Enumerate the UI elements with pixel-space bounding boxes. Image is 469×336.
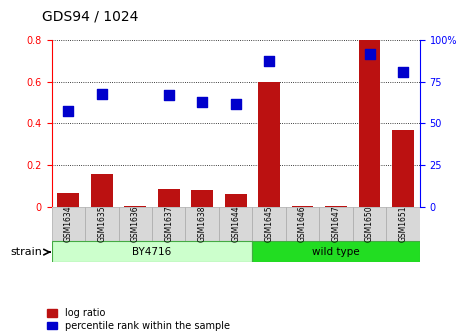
Bar [359, 40, 380, 207]
Bar [258, 82, 280, 207]
Text: GSM1644: GSM1644 [231, 206, 240, 242]
Bar [185, 207, 219, 241]
Bar [225, 194, 247, 207]
Bar [386, 207, 420, 241]
Text: GSM1637: GSM1637 [164, 206, 173, 242]
Bar [252, 207, 286, 241]
Bar [325, 206, 347, 207]
Text: BY4716: BY4716 [132, 247, 172, 257]
Bar [52, 207, 85, 241]
Point [232, 101, 239, 106]
Bar [319, 207, 353, 241]
Text: strain: strain [10, 247, 42, 257]
Text: GSM1646: GSM1646 [298, 206, 307, 242]
Bar [392, 130, 414, 207]
Point [399, 69, 407, 75]
Bar [124, 206, 146, 207]
Bar [158, 189, 180, 207]
Text: GSM1651: GSM1651 [399, 206, 408, 242]
Text: wild type: wild type [312, 247, 360, 257]
Bar [286, 207, 319, 241]
Bar [191, 190, 213, 207]
Bar [85, 207, 119, 241]
Bar [91, 174, 113, 207]
Bar [152, 207, 185, 241]
Point [265, 58, 273, 64]
Point [165, 92, 173, 98]
Text: GSM1650: GSM1650 [365, 206, 374, 242]
Bar [252, 241, 420, 262]
Point [65, 108, 72, 114]
Bar [57, 193, 79, 207]
Bar [292, 206, 313, 207]
Legend: log ratio, percentile rank within the sample: log ratio, percentile rank within the sa… [47, 308, 229, 331]
Point [198, 99, 206, 104]
Text: GSM1634: GSM1634 [64, 206, 73, 242]
Bar [52, 241, 252, 262]
Text: GDS94 / 1024: GDS94 / 1024 [42, 9, 138, 24]
Bar [353, 207, 386, 241]
Point [98, 92, 106, 97]
Text: GSM1647: GSM1647 [332, 206, 340, 242]
Text: GSM1635: GSM1635 [97, 206, 106, 242]
Bar [219, 207, 252, 241]
Text: GSM1638: GSM1638 [198, 206, 207, 242]
Bar [119, 207, 152, 241]
Text: GSM1636: GSM1636 [131, 206, 140, 242]
Text: GSM1645: GSM1645 [265, 206, 273, 242]
Point [366, 51, 373, 56]
